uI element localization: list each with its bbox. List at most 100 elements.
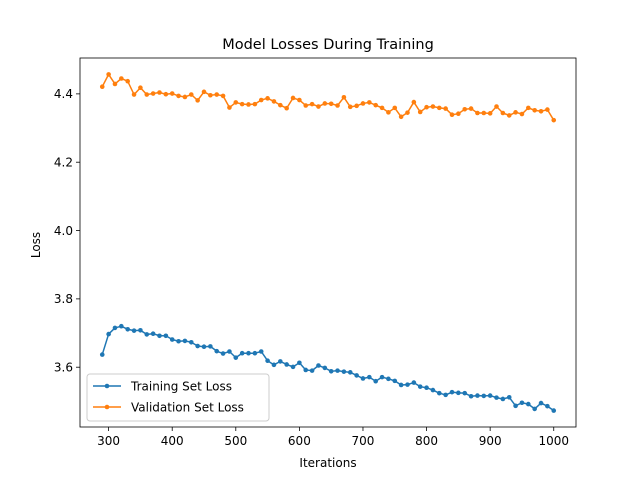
data-point [392, 105, 398, 111]
data-point [456, 390, 461, 396]
data-point [208, 344, 213, 349]
data-point [220, 93, 226, 99]
data-point [208, 92, 213, 98]
data-point [271, 362, 277, 368]
data-point [430, 387, 436, 393]
data-point [551, 117, 557, 123]
axes: 300 400 500 600 700 800 900 1000 3.6 3.8 4.0 4.2 4.4 [54, 57, 577, 448]
data-point [150, 91, 156, 96]
x-tick-label: 800 [415, 434, 438, 448]
data-point [436, 105, 442, 111]
data-point [424, 104, 429, 110]
data-point [328, 101, 334, 107]
legend-label-1: Validation Set Loss [131, 400, 244, 414]
data-point [322, 101, 328, 106]
data-point [417, 109, 423, 115]
data-point [265, 358, 270, 364]
x-tick-label: 700 [352, 434, 375, 448]
x-tick-label: 500 [224, 434, 247, 448]
data-point [258, 97, 264, 103]
data-point [462, 390, 468, 396]
data-point [144, 92, 150, 97]
data-point [246, 350, 251, 356]
data-point [119, 323, 124, 329]
data-point [258, 349, 264, 354]
chart-title: Model Losses During Training [222, 37, 434, 53]
data-point [119, 76, 124, 81]
data-point [347, 104, 353, 110]
y-tick-label: 3.6 [54, 361, 73, 375]
y-tick-label: 4.2 [54, 156, 73, 170]
data-point [475, 110, 480, 116]
data-point [417, 384, 423, 389]
data-point [157, 333, 162, 339]
y-tick-label: 4.4 [54, 87, 73, 101]
data-point [214, 92, 220, 97]
data-point [526, 401, 531, 407]
data-point [500, 396, 506, 402]
x-axis-label: Iterations [299, 456, 356, 470]
data-point [316, 104, 321, 109]
data-point [214, 348, 220, 354]
data-point [328, 369, 334, 374]
data-point [436, 390, 442, 396]
data-point [335, 103, 340, 108]
data-point [106, 72, 111, 77]
data-point [195, 98, 200, 103]
data-point [252, 350, 258, 356]
data-point [239, 101, 245, 107]
data-point [532, 107, 537, 113]
data-point [188, 339, 194, 345]
data-point [551, 408, 557, 413]
data-point [506, 394, 512, 400]
data-point [443, 392, 448, 398]
data-point [182, 94, 188, 100]
data-point [169, 337, 175, 342]
data-point [309, 101, 315, 107]
data-point [449, 112, 455, 118]
data-point [227, 105, 232, 110]
data-point [500, 110, 506, 116]
data-point [545, 403, 550, 409]
data-point [201, 89, 207, 95]
data-point [131, 92, 137, 97]
data-point [284, 362, 289, 367]
data-point [316, 363, 321, 368]
data-point [379, 105, 385, 111]
data-point [138, 328, 143, 333]
data-point [144, 332, 150, 337]
data-point [125, 78, 130, 84]
data-point [513, 403, 518, 409]
data-point [278, 102, 283, 108]
data-point [386, 376, 391, 382]
data-point [309, 368, 315, 373]
data-point [367, 100, 372, 105]
legend-marker-0 [104, 383, 110, 389]
data-point [157, 90, 162, 95]
data-point [201, 344, 207, 350]
data-point [99, 352, 105, 357]
legend-label-0: Training Set Loss [130, 379, 232, 393]
data-point [182, 338, 188, 344]
legend-box [86, 373, 270, 422]
data-point [347, 370, 353, 375]
data-point [494, 395, 499, 400]
y-tick-label: 4.0 [54, 224, 73, 238]
data-point [227, 349, 232, 354]
data-point [513, 110, 518, 115]
data-point [233, 355, 239, 360]
data-point [252, 101, 258, 107]
data-point [354, 103, 359, 109]
x-tick-label: 1000 [538, 434, 569, 448]
data-point [360, 376, 366, 381]
data-point [386, 110, 391, 115]
data-point [290, 364, 296, 370]
data-point [284, 105, 289, 111]
data-point [220, 351, 226, 356]
data-point [405, 382, 410, 387]
data-point [176, 338, 181, 344]
x-tick-label: 900 [479, 434, 502, 448]
data-point [125, 326, 130, 332]
data-point [443, 106, 448, 111]
data-point [456, 111, 461, 116]
